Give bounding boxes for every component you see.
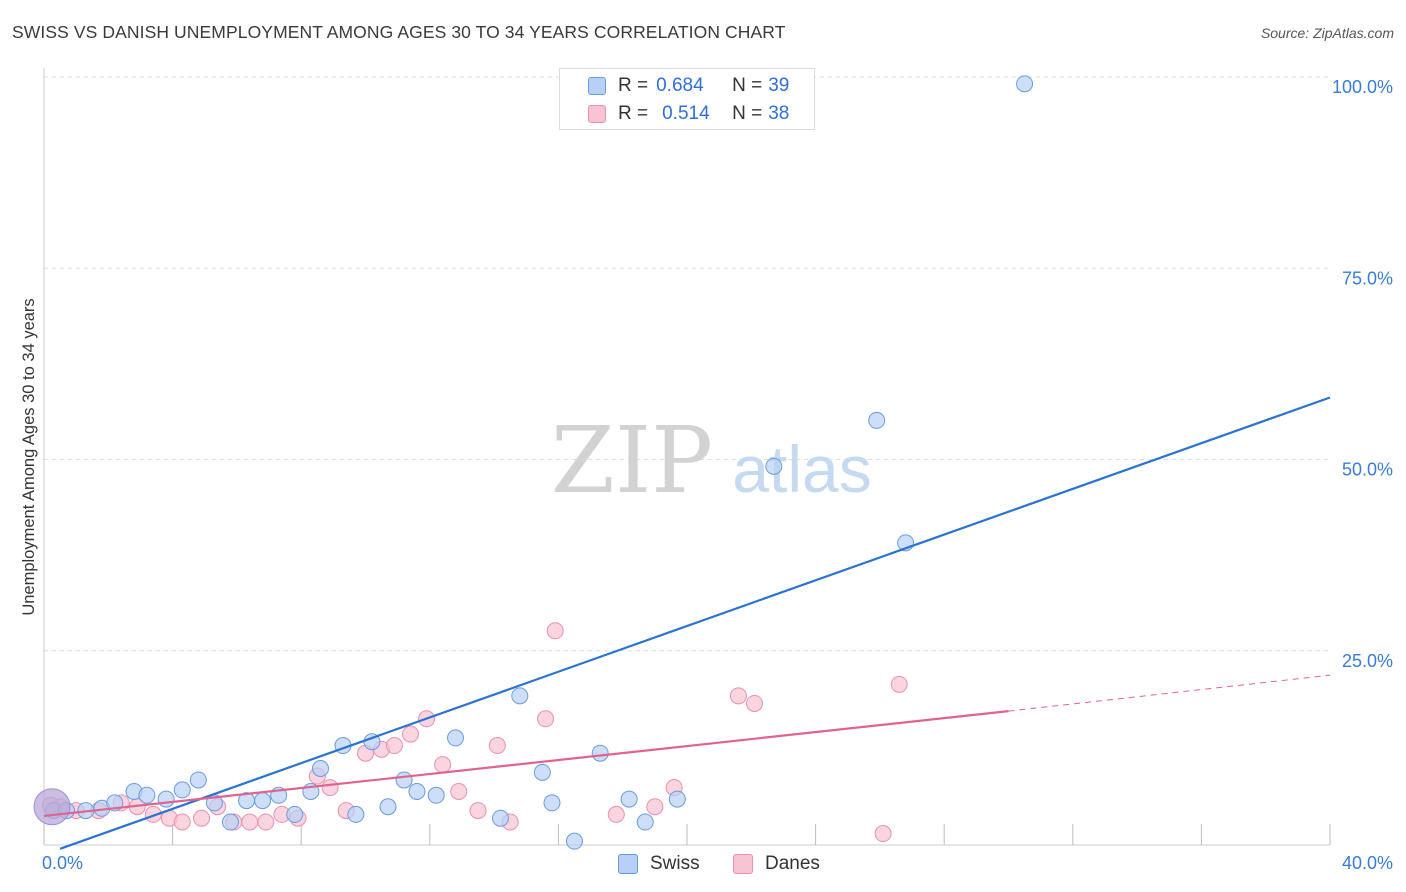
danes-point bbox=[729, 687, 747, 705]
swiss-point bbox=[565, 832, 583, 850]
swiss-point bbox=[1016, 75, 1034, 93]
y-axis-label: Unemployment Among Ages 30 to 34 years bbox=[20, 298, 38, 615]
swiss-point bbox=[311, 760, 329, 777]
swiss-point bbox=[591, 744, 609, 762]
danes-swatch bbox=[588, 105, 606, 123]
legend-row-danes: R = 0.514 N = 38 bbox=[560, 100, 789, 128]
danes-trend-line bbox=[43, 710, 1009, 818]
swiss-swatch bbox=[588, 77, 606, 95]
y-tick-label: 75.0% bbox=[1342, 268, 1393, 288]
n-value: 38 bbox=[768, 103, 790, 124]
danes-point bbox=[890, 675, 908, 693]
y-tick-label: 25.0% bbox=[1342, 651, 1393, 671]
swiss-points bbox=[33, 75, 1034, 850]
n-value: 39 bbox=[768, 75, 790, 96]
swiss-point bbox=[620, 790, 638, 808]
swiss-point bbox=[636, 813, 654, 831]
danes-point bbox=[537, 710, 555, 728]
danes-point bbox=[434, 756, 452, 774]
y-tick-label: 100.0% bbox=[1332, 77, 1393, 97]
swiss-point bbox=[543, 794, 561, 812]
r-value: 0.514 bbox=[662, 103, 710, 124]
axes bbox=[43, 68, 1331, 846]
r-value: 0.684 bbox=[656, 75, 704, 96]
danes-trend-extension bbox=[1008, 674, 1331, 712]
danes-point bbox=[193, 809, 211, 827]
swiss-point bbox=[286, 805, 304, 823]
danes-point bbox=[646, 798, 664, 816]
swiss-trend-line bbox=[59, 396, 1331, 850]
swiss-point bbox=[395, 771, 413, 789]
swiss-legend-swatch bbox=[618, 854, 638, 874]
danes-point bbox=[402, 725, 420, 743]
swiss-point bbox=[379, 798, 397, 816]
danes-point bbox=[144, 805, 162, 823]
swiss-point bbox=[408, 782, 426, 800]
r-label: R = bbox=[618, 75, 649, 96]
swiss-point bbox=[138, 786, 156, 804]
watermark-atlas: atlas bbox=[732, 432, 871, 506]
danes-point bbox=[469, 802, 487, 820]
swiss-point bbox=[765, 457, 783, 475]
danes-point bbox=[746, 694, 764, 712]
y-tick-label: 50.0% bbox=[1342, 460, 1393, 480]
legend-row-swiss: R = 0.684 N = 39 bbox=[560, 72, 789, 100]
danes-point bbox=[385, 737, 403, 755]
legend-item-danes: Danes bbox=[733, 852, 820, 876]
swiss-point bbox=[157, 790, 175, 808]
swiss-point bbox=[492, 809, 510, 827]
swiss-point bbox=[347, 805, 365, 823]
watermark-zip: ZIP bbox=[551, 407, 713, 514]
tick-labels: 25.0% 50.0% 75.0% 100.0% 0.0% 40.0% bbox=[42, 77, 1393, 873]
x-tick-label: 40.0% bbox=[1342, 853, 1393, 873]
swiss-point bbox=[173, 781, 191, 799]
correlation-legend: R = 0.684 N = 39 R = 0.514 N = 38 bbox=[559, 68, 815, 130]
swiss-point bbox=[511, 687, 529, 705]
danes-legend-swatch bbox=[733, 854, 753, 874]
swiss-point bbox=[427, 786, 445, 804]
chart-title: SWISS VS DANISH UNEMPLOYMENT AMONG AGES … bbox=[12, 22, 786, 42]
swiss-point bbox=[189, 771, 207, 789]
swiss-point bbox=[447, 729, 465, 747]
swiss-point bbox=[668, 790, 686, 808]
danes-legend-label: Danes bbox=[765, 853, 820, 874]
swiss-point bbox=[221, 813, 239, 831]
r-label: R = bbox=[618, 103, 649, 124]
swiss-point bbox=[868, 411, 886, 429]
grid-lines bbox=[44, 76, 1330, 652]
danes-point bbox=[488, 737, 506, 755]
danes-point bbox=[874, 825, 892, 843]
n-label: N = bbox=[732, 75, 763, 96]
danes-point bbox=[173, 813, 191, 831]
x-tick-label: 0.0% bbox=[42, 853, 83, 873]
danes-point bbox=[321, 779, 339, 797]
danes-point bbox=[450, 782, 468, 800]
n-label: N = bbox=[732, 103, 763, 124]
source-label: Source: ZipAtlas.com bbox=[1260, 25, 1394, 41]
danes-point bbox=[241, 813, 259, 831]
danes-point bbox=[546, 622, 564, 640]
swiss-point bbox=[533, 763, 551, 781]
zipatlas-watermark: ZIP atlas bbox=[551, 407, 872, 514]
swiss-legend-label: Swiss bbox=[650, 853, 700, 874]
trend-lines bbox=[43, 396, 1331, 850]
swiss-point bbox=[254, 792, 272, 810]
danes-point bbox=[607, 805, 625, 823]
cluster-point bbox=[33, 788, 71, 826]
danes-point bbox=[257, 813, 275, 831]
legend-item-swiss: Swiss bbox=[618, 852, 700, 876]
